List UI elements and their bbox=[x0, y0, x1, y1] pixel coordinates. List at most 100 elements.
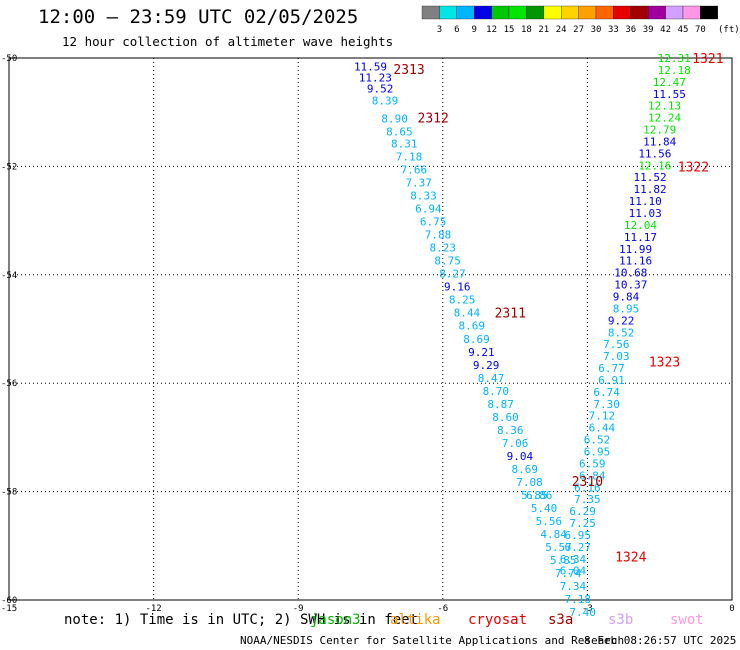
wave-height-value: 8.25 bbox=[449, 294, 476, 307]
colorbar-label: 21 bbox=[538, 25, 549, 35]
wave-height-value: 9.29 bbox=[473, 359, 500, 372]
x-tick-label: -6 bbox=[437, 604, 448, 614]
wave-height-chart: -15 -12 -9 -6 -3 0 -50 -52 -54 -56 -58 -60 11.5911.2… bbox=[1, 52, 735, 619]
colorbar-label: 3 bbox=[437, 25, 442, 35]
colorbar-label: 18 bbox=[521, 25, 532, 35]
y-tick-label: -52 bbox=[1, 162, 17, 172]
y-tick-label: -58 bbox=[1, 488, 17, 498]
wave-height-value: 6.86 bbox=[526, 489, 553, 502]
wave-height-value: 8.95 bbox=[613, 302, 640, 315]
wave-height-value: 5.56 bbox=[536, 515, 563, 528]
page-title: 12:00 – 23:59 UTC 02/05/2025 bbox=[38, 6, 359, 28]
wave-height-value: 6.44 bbox=[589, 422, 616, 435]
wave-height-value: 6.84 bbox=[579, 469, 606, 482]
wave-height-value: 8.69 bbox=[458, 320, 485, 333]
wave-height-value: 6.77 bbox=[598, 362, 625, 375]
wave-height-value: 8.33 bbox=[410, 190, 437, 203]
x-tick-label: -15 bbox=[1, 604, 17, 614]
y-tick-label: -56 bbox=[1, 379, 17, 389]
colorbar-unit: (ft) bbox=[718, 25, 740, 35]
colorbar-label: 12 bbox=[486, 25, 497, 35]
wave-height-value: 9.84 bbox=[613, 290, 640, 303]
wave-height-value: 8.90 bbox=[381, 113, 408, 126]
wave-height-value: 7.08 bbox=[516, 476, 543, 489]
plot-frame bbox=[8, 57, 733, 601]
wave-height-value: 8.65 bbox=[386, 126, 413, 139]
colorbar-label: 70 bbox=[695, 25, 706, 35]
wave-height-value: 11.82 bbox=[633, 183, 666, 196]
wave-height-value: 8.31 bbox=[391, 138, 418, 151]
x-tick-label: -3 bbox=[582, 604, 593, 614]
wave-height-value: 6.04 bbox=[560, 565, 587, 578]
wave-height-value: 12.24 bbox=[648, 112, 681, 125]
wave-height-value: 8.47 bbox=[478, 372, 505, 385]
wave-height-value: 7.56 bbox=[603, 338, 630, 351]
colorbar-label: 9 bbox=[471, 25, 476, 35]
orbit-track-label: 2310 bbox=[572, 475, 603, 490]
wave-height-value: 8.69 bbox=[511, 463, 538, 476]
satellite-legend-s3b: s3b bbox=[608, 612, 634, 628]
wave-height-value: 9.52 bbox=[367, 82, 394, 95]
wave-height-value: 7.74 bbox=[555, 567, 582, 580]
wave-height-value: 11.23 bbox=[359, 72, 392, 85]
wave-height-value: 6.95 bbox=[565, 529, 592, 542]
wave-height-value: 7.30 bbox=[593, 398, 620, 411]
wave-height-value: 6.27 bbox=[565, 541, 592, 554]
wave-height-value: 9.22 bbox=[608, 314, 635, 327]
colorbar-label: 24 bbox=[556, 25, 567, 35]
wave-height-value: 6.52 bbox=[584, 434, 611, 447]
page-subtitle: 12 hour collection of altimeter wave hei… bbox=[62, 34, 394, 49]
wave-height-value: 8.87 bbox=[487, 398, 514, 411]
colorbar-label: 30 bbox=[591, 25, 602, 35]
y-tick-label: -54 bbox=[1, 271, 17, 281]
wave-height-value: 5.85 bbox=[521, 489, 548, 502]
orbit-track-label: 1321 bbox=[692, 52, 723, 67]
satellite-legend-s3a: s3a bbox=[548, 612, 574, 628]
wave-height-value: 5.57 bbox=[545, 541, 572, 554]
wave-height-value: 12.79 bbox=[643, 124, 676, 137]
color-scale-legend: 3 6 9 12 15 18 21 24 27 30 33 36 39 42 45 70 (ft) bbox=[421, 5, 740, 35]
x-tick-label: -12 bbox=[145, 604, 161, 614]
wave-height-value: 11.52 bbox=[633, 171, 666, 184]
wave-height-value: 5.85 bbox=[550, 554, 577, 567]
wave-height-value: 7.34 bbox=[560, 580, 587, 593]
wave-height-value: 9.16 bbox=[444, 281, 471, 294]
wave-height-value: 9.21 bbox=[468, 346, 495, 359]
wave-height-value: 11.16 bbox=[619, 255, 652, 268]
wave-height-value: 6.29 bbox=[569, 505, 596, 518]
orbit-track-label: 2312 bbox=[418, 112, 449, 127]
credit-line: NOAA/NESDIS Center for Satellite Applica… bbox=[240, 634, 625, 647]
wave-height-value: 11.10 bbox=[629, 195, 662, 208]
orbit-track-label: 2311 bbox=[495, 307, 526, 322]
wave-height-value: 12.31 bbox=[658, 52, 691, 65]
y-tick-label: -60 bbox=[1, 596, 17, 606]
colorbar-label: 45 bbox=[678, 25, 689, 35]
wave-height-value: 8.39 bbox=[372, 94, 399, 107]
wave-height-value: 12.16 bbox=[638, 159, 671, 172]
satellite-legend-swot: swot bbox=[670, 612, 704, 628]
wave-height-value: 8.60 bbox=[492, 411, 519, 424]
wave-height-value: 7.40 bbox=[569, 606, 596, 619]
orbit-track-label: 1323 bbox=[649, 356, 680, 371]
wave-height-value: 6.34 bbox=[560, 553, 587, 566]
wave-height-value: 5.40 bbox=[531, 502, 558, 515]
wave-height-value: 7.66 bbox=[401, 164, 428, 177]
wave-height-value: 11.99 bbox=[619, 243, 652, 256]
wave-height-value: 6.91 bbox=[598, 374, 625, 387]
wave-height-value: 8.52 bbox=[608, 326, 635, 339]
wave-height-value: 6.59 bbox=[579, 457, 606, 470]
wave-height-value: 11.56 bbox=[638, 147, 671, 160]
wave-height-value: 6.94 bbox=[415, 203, 442, 216]
wave-height-value: 10.37 bbox=[614, 279, 647, 292]
colorbar-label: 36 bbox=[625, 25, 636, 35]
colorbar-label: 27 bbox=[573, 25, 584, 35]
wave-height-value: 10.68 bbox=[614, 267, 647, 280]
orbit-track-label: 1324 bbox=[615, 551, 646, 566]
satellite-legend-altika: altika bbox=[390, 612, 441, 628]
wave-height-value: 7.25 bbox=[569, 517, 596, 530]
satellite-legend-cryosat: cryosat bbox=[468, 612, 528, 628]
colorbar-label: 33 bbox=[608, 25, 619, 35]
x-tick-label: 0 bbox=[729, 604, 734, 614]
orbit-track-label: 2313 bbox=[393, 63, 424, 78]
wave-height-value: 6.75 bbox=[420, 216, 447, 229]
